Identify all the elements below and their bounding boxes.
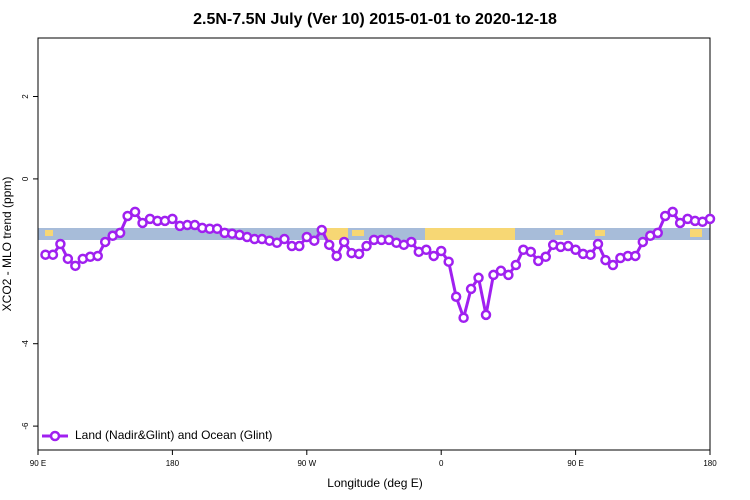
point	[600, 254, 611, 266]
point	[279, 233, 290, 245]
point	[540, 251, 551, 263]
chart-title: 2.5N-7.5N July (Ver 10) 2015-01-01 to 20…	[193, 11, 557, 28]
point	[92, 250, 103, 262]
point	[674, 217, 686, 229]
x-tick-label: 90 W	[297, 459, 316, 468]
x-tick-label: 180	[703, 459, 717, 468]
point	[99, 236, 111, 248]
x-tick-label: 90 E	[30, 459, 46, 468]
point	[294, 240, 305, 252]
point	[323, 239, 335, 251]
point	[570, 244, 581, 256]
point	[62, 253, 74, 265]
land-strip	[352, 230, 364, 236]
point	[450, 291, 462, 302]
y-tick-label: 2	[21, 94, 30, 99]
point	[55, 238, 66, 250]
point	[525, 246, 537, 258]
point	[607, 259, 619, 271]
x-tick-label: 0	[439, 459, 444, 468]
point	[309, 235, 320, 246]
y-axis-label: XCO2 - MLO trend (ppm)	[0, 177, 14, 312]
point	[167, 213, 178, 225]
point	[137, 217, 148, 229]
land-strip	[555, 230, 563, 235]
land-strip	[45, 230, 53, 236]
point	[473, 272, 484, 284]
point	[114, 227, 126, 239]
point	[630, 250, 641, 262]
plot-frame	[37, 37, 711, 451]
point	[495, 265, 507, 277]
point	[443, 256, 454, 267]
x-axis-label: Longitude (deg E)	[327, 476, 422, 490]
land-strip	[595, 230, 605, 236]
point	[480, 309, 492, 321]
point	[338, 236, 350, 248]
point	[211, 223, 223, 235]
point	[667, 206, 678, 218]
point	[465, 283, 477, 295]
point	[510, 259, 522, 271]
point	[637, 236, 649, 248]
land-strip	[690, 229, 702, 237]
point	[592, 238, 604, 250]
point	[435, 245, 447, 257]
point	[503, 269, 514, 281]
point	[47, 249, 59, 260]
legend-marker	[49, 430, 61, 442]
point	[652, 227, 663, 239]
x-tick-label: 180	[166, 459, 180, 468]
y-tick-label: -6	[21, 422, 30, 430]
point	[458, 312, 469, 323]
point	[421, 244, 432, 256]
point	[659, 210, 671, 222]
point	[361, 240, 372, 252]
point	[331, 250, 342, 262]
point	[129, 206, 141, 218]
x-tick-label: 90 E	[567, 459, 583, 468]
legend-label: Land (Nadir&Glint) and Ocean (Glint)	[75, 428, 272, 442]
y-tick-label: 0	[21, 176, 30, 181]
point	[488, 269, 499, 281]
point	[585, 249, 596, 260]
land-strip	[425, 228, 515, 240]
point	[353, 248, 365, 260]
point	[122, 210, 133, 222]
y-tick-label: -4	[21, 340, 30, 348]
point	[428, 250, 439, 262]
point	[70, 260, 81, 272]
point	[406, 236, 417, 248]
point	[533, 255, 544, 267]
point	[704, 213, 716, 225]
point	[316, 224, 327, 236]
